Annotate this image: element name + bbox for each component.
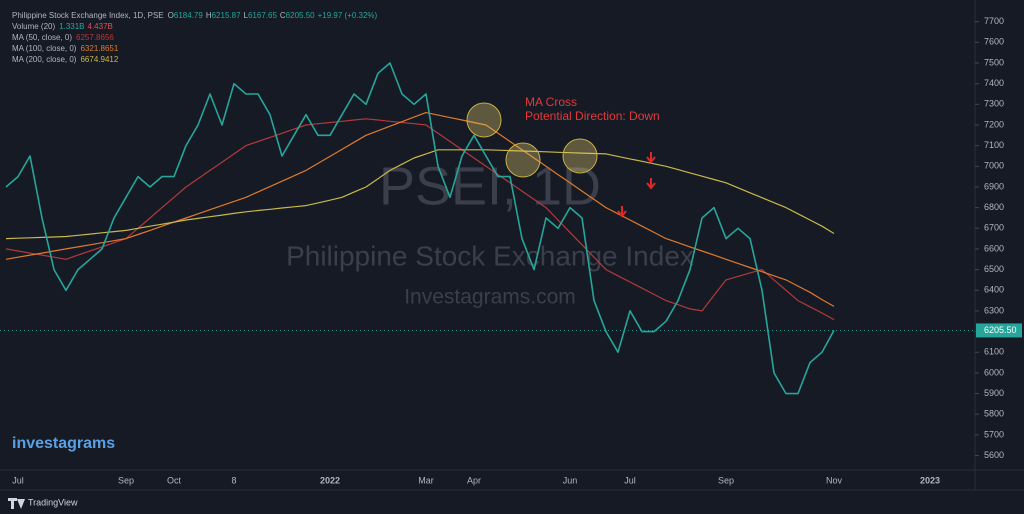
y-tick-label: 7100: [984, 140, 1004, 150]
last-price-label: 6205.50: [984, 325, 1017, 335]
price-line: [5, 62, 835, 395]
volume-legend: Volume (20) 1.331B 4.437B: [12, 22, 113, 31]
ma-line: [5, 149, 835, 240]
ohlc-key: H: [206, 11, 212, 20]
plot: [0, 62, 975, 395]
legend-value: 6321.8651: [80, 44, 118, 53]
y-tick-label: 5800: [984, 409, 1004, 419]
x-tick-label: 2023: [920, 475, 940, 485]
cross-circle: [466, 102, 502, 138]
x-tick-label: Jul: [624, 475, 636, 485]
ohlc-value: 6205.50: [286, 11, 315, 20]
legend-value: 6674.9412: [80, 55, 118, 64]
y-tick-label: 6800: [984, 202, 1004, 212]
footer-brand[interactable]: TradingView: [28, 497, 78, 507]
ma-line: [5, 118, 835, 321]
watermark: PSEI, 1D Philippine Stock Exchange Index…: [286, 156, 694, 308]
ohlc-key: L: [244, 11, 249, 20]
y-tick-label: 7200: [984, 119, 1004, 129]
y-tick-label: 6300: [984, 305, 1004, 315]
y-tick-label: 7000: [984, 161, 1004, 171]
y-tick-label: 7500: [984, 57, 1004, 67]
annotation: MA Cross: [525, 95, 577, 109]
watermark-name: Philippine Stock Exchange Index: [286, 240, 694, 271]
y-tick-label: 6400: [984, 285, 1004, 295]
y-tick-label: 7600: [984, 37, 1004, 47]
y-tick-label: 5600: [984, 450, 1004, 460]
y-tick-label: 7400: [984, 78, 1004, 88]
y-tick-label: 6600: [984, 243, 1004, 253]
y-tick-label: 7300: [984, 99, 1004, 109]
x-tick-label: Sep: [718, 475, 734, 485]
legend-entry: MA (50, close, 0) 6257.8656: [12, 33, 114, 42]
legend-value: 1.331B: [59, 22, 84, 31]
x-tick-label: Apr: [467, 475, 481, 485]
brand-logo: investagrams: [12, 435, 115, 452]
ma-line: [5, 112, 835, 307]
x-tick-label: Jun: [563, 475, 578, 485]
y-tick-label: 6900: [984, 181, 1004, 191]
change: +19.97 (+0.32%): [318, 11, 378, 20]
y-tick-label: 6000: [984, 367, 1004, 377]
ohlc-value: 6215.87: [212, 11, 241, 20]
x-tick-label: Nov: [826, 475, 843, 485]
legend-name: Volume (20): [12, 22, 55, 31]
x-tick-label: Sep: [118, 475, 134, 485]
x-tick-label: Jul: [12, 475, 24, 485]
y-tick-label: 5900: [984, 388, 1004, 398]
y-tick-label: 6100: [984, 347, 1004, 357]
y-tick-label: 6500: [984, 264, 1004, 274]
y-tick-label: 6700: [984, 223, 1004, 233]
legend-name: MA (50, close, 0): [12, 33, 72, 42]
legend-name: MA (200, close, 0): [12, 55, 77, 64]
ohlc-value: 6167.65: [248, 11, 277, 20]
cross-circle: [562, 138, 598, 174]
legend-value: 4.437B: [88, 22, 113, 31]
legend-entry: MA (200, close, 0) 6674.9412: [12, 55, 119, 64]
legend-entry: MA (100, close, 0) 6321.8651: [12, 44, 119, 53]
last-price-box: [976, 323, 1022, 338]
legend-value: 6257.8656: [76, 33, 114, 42]
cross-circle: [505, 142, 541, 178]
watermark-symbol: PSEI, 1D: [379, 156, 601, 216]
y-tick-label: 5700: [984, 429, 1004, 439]
title: Philippine Stock Exchange Index, 1D, PSE: [12, 11, 164, 20]
down-arrow: [617, 206, 627, 218]
legend-name: MA (100, close, 0): [12, 44, 77, 53]
x-tick-label: 2022: [320, 475, 340, 485]
ohlc-key: C: [280, 11, 286, 20]
ohlc: O6184.79 H6215.87 L6167.65 C6205.50: [168, 11, 315, 20]
x-tick-label: Mar: [418, 475, 434, 485]
down-arrow: [646, 178, 656, 190]
highlights: [466, 102, 656, 218]
annotation: Potential Direction: Down: [525, 109, 660, 123]
x-tick-label: Oct: [167, 475, 182, 485]
footer-icon: [8, 498, 25, 509]
down-arrow: [646, 152, 656, 164]
y-tick-label: 7700: [984, 16, 1004, 26]
watermark-site: Investagrams.com: [404, 286, 576, 309]
ohlc-key: O: [168, 11, 174, 20]
x-tick-label: 8: [231, 475, 236, 485]
ohlc-value: 6184.79: [174, 11, 203, 20]
header: Philippine Stock Exchange Index, 1D, PSE…: [12, 11, 378, 20]
